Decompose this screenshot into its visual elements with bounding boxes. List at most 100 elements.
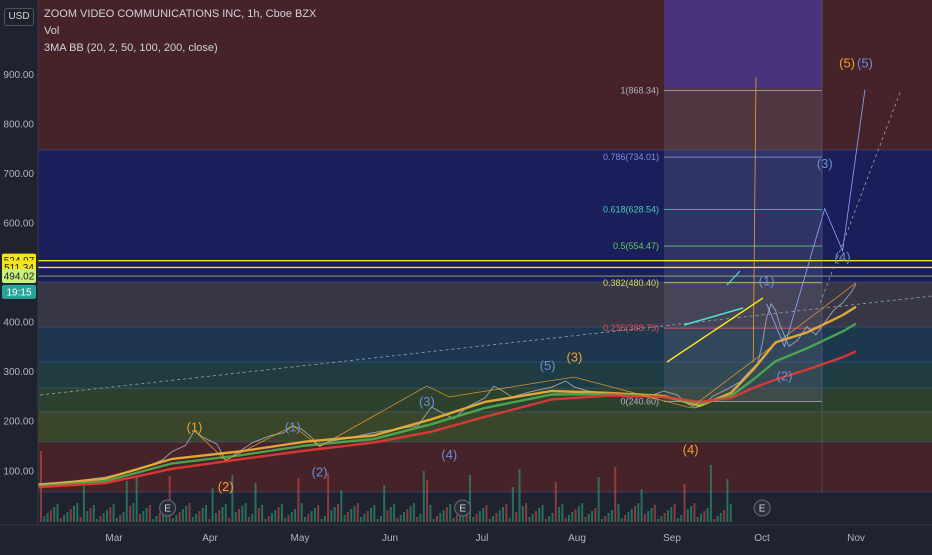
volume-bar <box>706 508 709 522</box>
volume-bar <box>558 507 561 522</box>
ma-bb-indicator-label[interactable]: 3MA BB (20, 2, 50, 100, 200, close) <box>44 42 218 54</box>
volume-bar <box>538 508 541 522</box>
volume-bar <box>214 513 217 522</box>
wave-label: (2) <box>218 479 234 494</box>
volume-bar <box>584 517 587 522</box>
y-axis-tick-label: 100.00 <box>3 466 34 477</box>
volume-bar <box>511 487 514 522</box>
volume-bar <box>485 505 488 522</box>
volume-bar <box>604 516 607 522</box>
volume-bar <box>607 513 610 522</box>
volume-bar <box>412 503 415 522</box>
fib-level-label: 0.786(734.01) <box>603 152 659 162</box>
earnings-event-label: E <box>459 504 466 515</box>
volume-bar <box>386 510 389 522</box>
wave-projection-line <box>194 282 857 461</box>
volume-bar <box>673 504 676 522</box>
volume-bar <box>69 509 72 522</box>
volume-bar <box>379 516 382 522</box>
currency-button[interactable]: USD <box>4 8 34 26</box>
wave-label: (3) <box>566 349 582 364</box>
volume-bar <box>172 518 174 522</box>
x-axis-tick-label: Aug <box>568 533 586 544</box>
volume-bar <box>422 471 425 522</box>
volume-bar <box>96 519 99 522</box>
volume-bar <box>643 514 646 522</box>
volume-bar <box>205 505 207 522</box>
price-tag-label: 494.02 <box>4 272 35 283</box>
volume-bar <box>125 481 128 522</box>
volume-bar <box>366 511 369 522</box>
volume-bar <box>634 506 636 522</box>
wedge-upper-line <box>683 307 744 326</box>
y-axis-tick-label: 200.00 <box>3 417 34 428</box>
volume-bar <box>515 512 518 522</box>
volume-bar <box>300 503 303 522</box>
volume-bar <box>525 503 528 522</box>
volume-bar <box>66 512 69 522</box>
volume-bar <box>518 469 521 522</box>
volume-bar <box>142 511 145 522</box>
volume-bar <box>287 515 290 522</box>
volume-bar <box>432 519 435 522</box>
volume-bar <box>310 511 313 522</box>
wedge-lower-line <box>666 297 764 363</box>
volume-bar <box>614 467 617 522</box>
x-axis-tick-label: Jun <box>382 533 398 544</box>
chart-title: ZOOM VIDEO COMMUNICATIONS INC, 1h, Cboe … <box>44 8 317 20</box>
volume-bar <box>231 475 234 522</box>
volume-bar <box>670 507 673 522</box>
price-tag <box>2 269 36 284</box>
volume-bar <box>505 504 508 522</box>
volume-bar <box>294 509 297 522</box>
volume-bar <box>132 503 135 522</box>
volume-bar <box>498 510 501 522</box>
volume-bar <box>188 503 191 522</box>
volume-bar <box>251 514 254 522</box>
volume-bar <box>56 504 59 522</box>
volume-bar <box>109 507 112 522</box>
volume-bar <box>723 510 726 522</box>
volume-bar <box>426 480 429 522</box>
volume-bar <box>713 519 716 522</box>
x-axis-panel <box>0 525 932 550</box>
earnings-event-icon <box>159 499 177 517</box>
volume-bar <box>228 518 231 522</box>
volume-indicator-label[interactable]: Vol <box>44 25 60 37</box>
background-band <box>38 442 932 492</box>
volume-bar <box>729 504 732 522</box>
volume-bar <box>241 506 244 522</box>
fib-zone-top <box>664 0 822 88</box>
series-line-ma-100 <box>37 350 857 489</box>
volume-bar <box>508 518 511 522</box>
wave-label: (3) <box>419 394 435 409</box>
y-axis-tick-label: 900.00 <box>3 70 34 81</box>
wave-label: (2) <box>312 464 328 479</box>
volume-bar <box>561 504 564 522</box>
earnings-event-icon <box>454 499 472 517</box>
volume-bar <box>284 518 287 522</box>
volume-bar <box>63 515 66 522</box>
volume-bar <box>495 513 498 522</box>
volume-bar <box>478 511 481 522</box>
volume-bar <box>224 504 227 522</box>
volume-bar <box>406 509 409 522</box>
volume-bar <box>676 518 679 522</box>
volume-bar <box>452 518 455 522</box>
volume-bar <box>337 504 339 522</box>
volume-bar <box>185 506 188 522</box>
background-band <box>38 362 932 388</box>
volume-bar <box>620 518 623 522</box>
volume-bar <box>135 477 138 522</box>
fib-level-label: 0.382(480.40) <box>603 278 659 288</box>
fib-level-label: 0.5(554.47) <box>613 241 659 251</box>
volume-bar <box>455 515 458 522</box>
volume-bar <box>383 485 386 522</box>
volume-bar <box>594 508 597 522</box>
volume-bar <box>409 506 412 522</box>
volume-bar <box>630 509 633 522</box>
volume-bar <box>148 505 151 522</box>
earnings-event-label: E <box>164 504 171 515</box>
